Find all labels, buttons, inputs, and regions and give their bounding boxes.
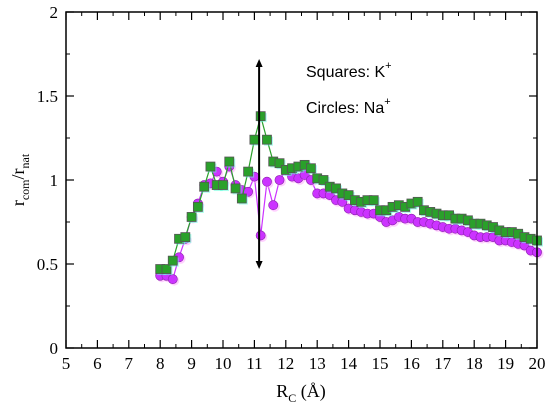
square-marker — [412, 196, 423, 207]
square-marker — [262, 134, 272, 145]
square-marker — [236, 193, 247, 204]
square-marker — [306, 163, 316, 174]
x-tick-label: 20 — [529, 354, 546, 373]
x-tick-label: 18 — [466, 354, 483, 373]
square-marker — [161, 264, 172, 274]
circle-marker — [274, 175, 285, 185]
y-tick-label: 0.5 — [37, 255, 58, 274]
x-tick-label: 16 — [403, 354, 420, 373]
y-tick-label: 1.5 — [37, 87, 58, 106]
x-tick-label: 9 — [187, 354, 196, 373]
square-marker — [243, 166, 254, 177]
square-marker — [331, 183, 341, 194]
square-marker — [274, 158, 285, 169]
arrow-head-up — [255, 59, 263, 68]
square-marker — [224, 156, 235, 167]
square-marker — [218, 180, 228, 190]
y-tick-label: 2 — [50, 3, 59, 22]
x-axis-label: RC (Å) — [276, 381, 326, 405]
x-tick-label: 8 — [156, 354, 165, 373]
series-layer — [155, 111, 544, 286]
y-tick-label: 1 — [50, 171, 59, 190]
circle-marker — [262, 176, 272, 187]
x-tick-label: 11 — [246, 354, 262, 373]
double-arrow — [255, 59, 263, 270]
y-axis-label: rcom/rnat — [8, 153, 32, 206]
square-marker — [255, 111, 266, 122]
square-marker — [230, 183, 241, 194]
square-marker — [318, 175, 329, 185]
tick-layer: 5 6 7 8 9 10 11 12 13 14 15 16 17 18 19 20 0 0.5 1 1.5 2 — [37, 3, 546, 373]
circle-marker — [268, 200, 279, 211]
square-marker — [205, 161, 216, 172]
x-tick-label: 7 — [125, 354, 134, 373]
x-tick-label: 6 — [93, 354, 102, 373]
square-marker — [167, 255, 178, 266]
x-tick-label: 5 — [62, 354, 71, 373]
x-tick-label: 14 — [340, 354, 358, 373]
series-k-squares — [155, 111, 543, 276]
square-marker — [343, 190, 354, 201]
x-tick-label: 10 — [215, 354, 232, 373]
square-marker — [249, 134, 260, 145]
annotation-circles: Circles: Na+ — [306, 96, 391, 117]
x-tick-label: 19 — [497, 354, 514, 373]
y-tick-label: 0 — [50, 339, 59, 358]
square-marker — [192, 201, 203, 212]
square-marker — [199, 181, 210, 192]
x-tick-label: 13 — [309, 354, 326, 373]
circle-marker — [255, 230, 266, 241]
arrow-head-down — [255, 261, 263, 270]
x-tick-label: 15 — [372, 354, 389, 373]
square-marker — [368, 195, 379, 206]
x-tick-label: 17 — [434, 354, 452, 373]
circle-marker — [167, 274, 178, 285]
square-marker — [180, 232, 191, 243]
annotation-squares: Squares: K+ — [306, 60, 392, 81]
x-tick-label: 12 — [277, 354, 294, 373]
square-marker — [186, 212, 197, 222]
